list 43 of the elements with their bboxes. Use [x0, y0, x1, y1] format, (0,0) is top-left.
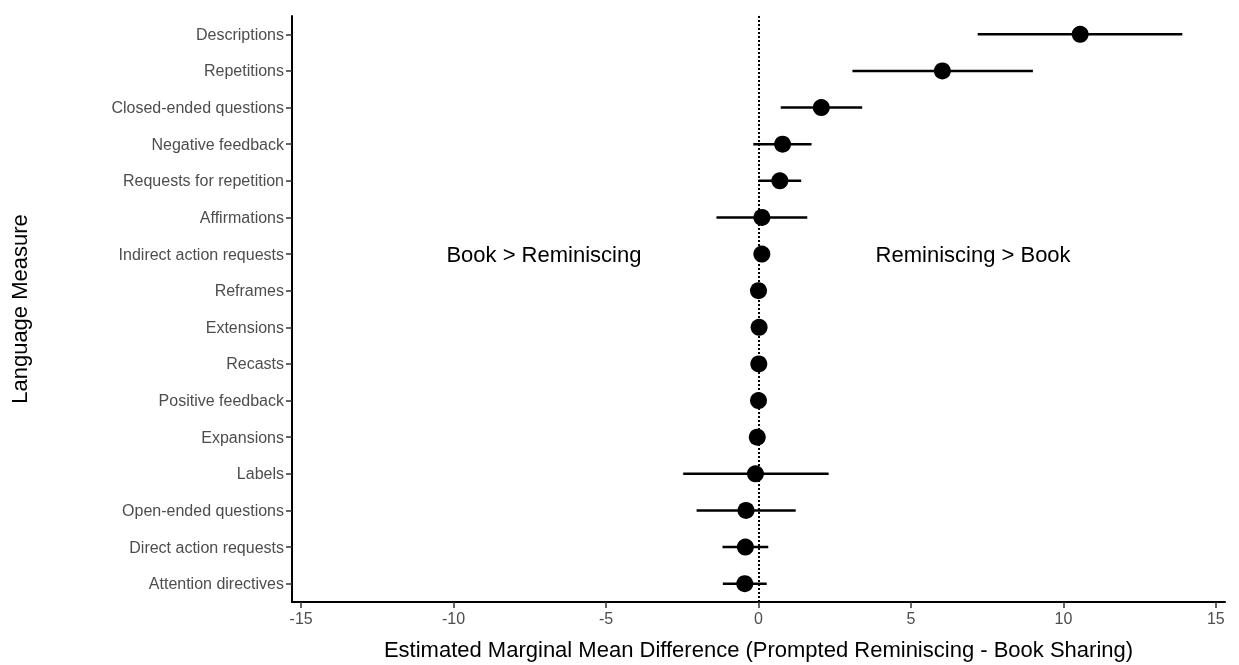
y-tick-label: Expansions: [201, 428, 284, 446]
point: [933, 62, 951, 80]
y-tick-label: Positive feedback: [158, 392, 285, 410]
point: [737, 501, 755, 519]
y-tick-label: Recasts: [226, 355, 284, 373]
annotation: Book > Reminiscing: [446, 241, 642, 267]
y-tick-label: Indirect action requests: [118, 245, 284, 263]
point: [774, 135, 792, 153]
point: [812, 99, 830, 117]
point: [1071, 25, 1089, 43]
point: [753, 245, 771, 263]
y-tick-label: Extensions: [205, 318, 284, 336]
point: [771, 172, 789, 190]
point: [750, 355, 768, 373]
y-tick-label: Attention directives: [148, 575, 284, 593]
point: [746, 465, 764, 483]
x-tick-label: 15: [1206, 609, 1225, 627]
y-tick-label: Repetitions: [203, 62, 284, 80]
annotation: Reminiscing > Book: [875, 241, 1072, 267]
point: [750, 392, 767, 410]
y-tick-label: Labels: [236, 465, 284, 483]
y-tick-label: Descriptions: [195, 25, 284, 43]
point: [748, 428, 766, 446]
point: [736, 575, 754, 593]
y-tick-label: Open-ended questions: [122, 501, 284, 519]
x-tick-label: 5: [906, 609, 916, 627]
point: [750, 282, 767, 300]
x-tick-label: 0: [754, 609, 764, 627]
y-tick-label: Closed-ended questions: [111, 99, 284, 117]
point: [736, 538, 754, 556]
y-tick-label: Direct action requests: [129, 538, 284, 556]
y-tick-label: Reframes: [214, 282, 284, 300]
y-tick-label: Requests for repetition: [123, 172, 284, 190]
y-tick-label: Negative feedback: [151, 135, 285, 153]
x-tick-label: -5: [598, 609, 614, 627]
point: [750, 318, 768, 336]
x-axis-title: Estimated Marginal Mean Difference (Prompted Reminiscing - Book Sharing): [383, 636, 1134, 662]
x-tick-label: 10: [1054, 609, 1073, 627]
y-axis-title: Language Measure: [6, 214, 32, 404]
point: [753, 208, 771, 226]
y-tick-label: Affirmations: [199, 208, 284, 226]
x-tick-label: -10: [442, 609, 466, 627]
x-tick-label: -15: [289, 609, 313, 627]
